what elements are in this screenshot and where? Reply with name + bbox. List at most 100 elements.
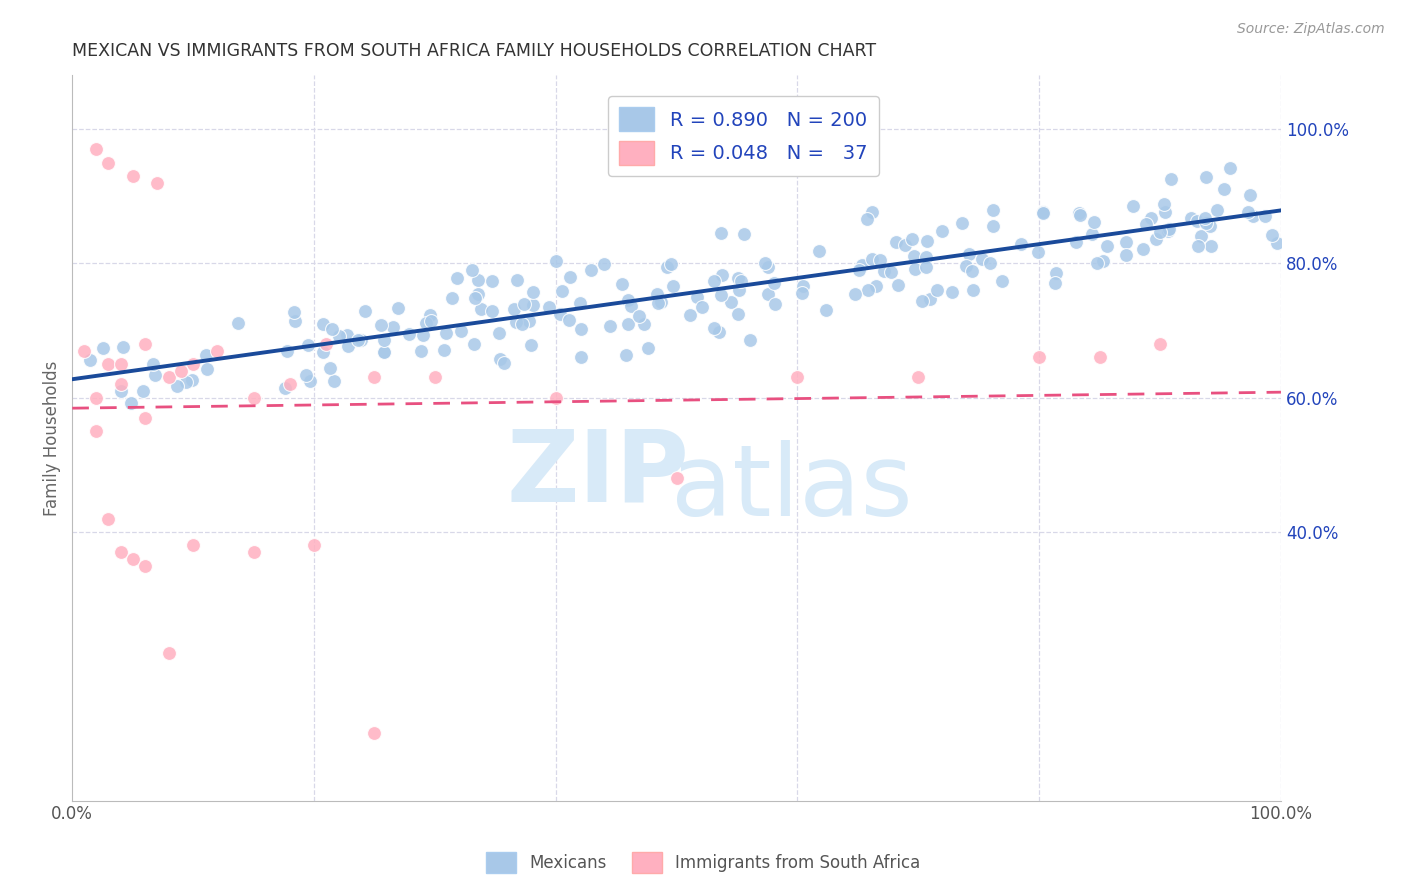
Point xyxy=(420,314,443,328)
Point xyxy=(336,327,359,342)
Point xyxy=(506,273,529,287)
Point xyxy=(856,212,879,227)
Point xyxy=(690,301,713,315)
Point xyxy=(610,277,633,291)
Point xyxy=(157,646,180,660)
Point xyxy=(481,304,503,318)
Point xyxy=(1187,239,1209,253)
Point xyxy=(283,314,305,328)
Point xyxy=(558,313,581,327)
Point xyxy=(295,368,318,382)
Point xyxy=(505,315,527,329)
Point xyxy=(665,471,688,485)
Point xyxy=(409,344,432,359)
Point xyxy=(733,227,755,242)
Point xyxy=(679,308,702,322)
Point xyxy=(1185,214,1208,228)
Legend: R = 0.890   N = 200, R = 0.048   N =   37: R = 0.890 N = 200, R = 0.048 N = 37 xyxy=(607,95,879,177)
Point xyxy=(398,327,420,342)
Point xyxy=(423,370,446,384)
Point xyxy=(467,273,489,287)
Point xyxy=(1236,204,1258,219)
Point xyxy=(494,356,516,370)
Point xyxy=(703,274,725,288)
Point xyxy=(727,307,749,321)
Point xyxy=(904,262,927,277)
Point xyxy=(620,299,643,313)
Point xyxy=(915,250,938,264)
Point xyxy=(650,294,672,309)
Point xyxy=(110,357,132,371)
Point xyxy=(1115,235,1137,249)
Point xyxy=(1064,235,1087,249)
Point xyxy=(659,257,682,271)
Point xyxy=(728,284,751,298)
Point xyxy=(1045,266,1067,280)
Point xyxy=(727,271,749,285)
Point xyxy=(710,226,733,240)
Point xyxy=(464,291,486,305)
Text: Source: ZipAtlas.com: Source: ZipAtlas.com xyxy=(1237,22,1385,37)
Point xyxy=(336,339,359,353)
Point xyxy=(1160,172,1182,186)
Point xyxy=(1265,235,1288,250)
Point xyxy=(579,263,602,277)
Point xyxy=(110,545,132,559)
Point xyxy=(979,256,1001,270)
Point xyxy=(373,333,395,347)
Legend: Mexicans, Immigrants from South Africa: Mexicans, Immigrants from South Africa xyxy=(479,846,927,880)
Point xyxy=(730,274,752,288)
Point xyxy=(709,325,731,339)
Point xyxy=(901,232,924,246)
Point xyxy=(319,360,342,375)
Point xyxy=(381,320,404,334)
Point xyxy=(97,511,120,525)
Text: atlas: atlas xyxy=(671,440,912,537)
Point xyxy=(315,337,337,351)
Point xyxy=(546,254,568,268)
Point xyxy=(551,284,574,298)
Point xyxy=(79,352,101,367)
Point xyxy=(86,391,108,405)
Point xyxy=(756,260,779,275)
Point xyxy=(1213,182,1236,196)
Point xyxy=(522,285,544,299)
Point xyxy=(97,155,120,169)
Point xyxy=(647,296,669,310)
Point xyxy=(860,205,883,219)
Point xyxy=(880,265,903,279)
Point xyxy=(134,337,156,351)
Point xyxy=(981,219,1004,233)
Point xyxy=(763,296,786,310)
Point xyxy=(207,343,229,358)
Point xyxy=(1149,225,1171,239)
Point xyxy=(981,203,1004,218)
Point xyxy=(143,368,166,382)
Point xyxy=(323,374,346,388)
Point xyxy=(278,377,301,392)
Point xyxy=(970,252,993,266)
Point xyxy=(807,244,830,258)
Point xyxy=(1194,211,1216,226)
Point xyxy=(132,384,155,399)
Point xyxy=(1010,236,1032,251)
Point xyxy=(1153,197,1175,211)
Point xyxy=(1122,199,1144,213)
Point xyxy=(910,293,932,308)
Point xyxy=(569,350,592,364)
Point xyxy=(111,340,134,354)
Point xyxy=(97,357,120,371)
Point xyxy=(1097,238,1119,252)
Point xyxy=(387,301,409,316)
Point xyxy=(110,377,132,392)
Point xyxy=(917,234,939,248)
Point xyxy=(142,357,165,371)
Point xyxy=(1092,253,1115,268)
Point xyxy=(1028,351,1050,365)
Point xyxy=(517,314,540,328)
Point xyxy=(434,326,457,340)
Point xyxy=(599,319,621,334)
Point xyxy=(181,538,204,552)
Point xyxy=(848,262,870,277)
Point xyxy=(441,292,464,306)
